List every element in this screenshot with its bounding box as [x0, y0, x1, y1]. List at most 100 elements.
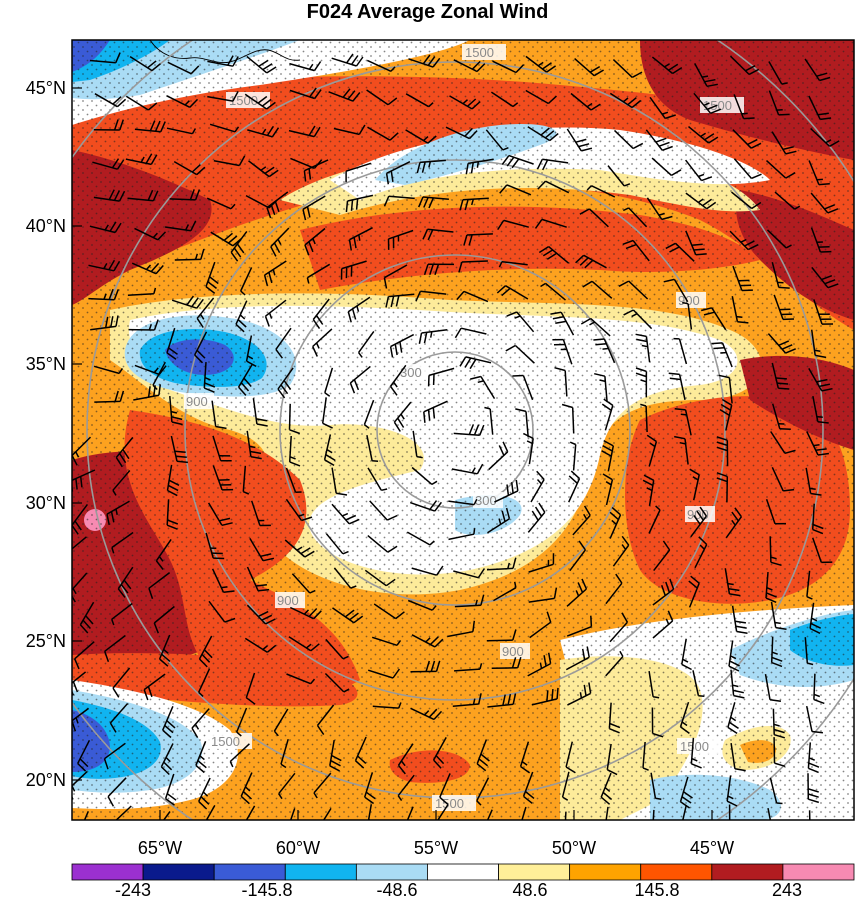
wind-barb-feather: [498, 261, 503, 268]
wind-barb-feather: [107, 796, 115, 807]
wind-barb-feather: [506, 156, 515, 167]
wind-barb-feather: [580, 317, 592, 325]
wind-barb-feather: [108, 288, 114, 300]
wind-barb-feather: [748, 68, 760, 76]
wind-barb-feather: [153, 367, 159, 374]
wind-barb-feather: [247, 355, 254, 360]
wind-barb-shaft: [111, 531, 134, 549]
wind-barb-feather: [519, 832, 528, 838]
wind-barb-feather: [197, 760, 207, 769]
wind-barb-shaft: [649, 96, 666, 119]
wind-barb-feather: [232, 56, 239, 67]
wind-barb-feather: [611, 506, 621, 516]
wind-barb-feather: [400, 413, 405, 420]
wind-barb-feather: [653, 826, 659, 828]
wind-barb-shaft: [806, 431, 819, 456]
wind-barb-feather: [385, 296, 390, 308]
wind-barb-feather: [288, 828, 297, 835]
wind-barb-feather: [243, 491, 250, 495]
wind-barb-feather: [482, 834, 490, 841]
wind-barb-shaft: [527, 126, 551, 142]
wind-barb-shaft: [674, 242, 695, 262]
wind-barb-feather: [203, 649, 213, 659]
wind-barb-feather: [699, 506, 708, 517]
wind-barb-feather: [143, 689, 149, 701]
wind-barb-feather: [158, 365, 167, 375]
wind-barb-feather: [507, 693, 512, 705]
wind-barb-shaft: [770, 601, 777, 628]
wind-barb-feather: [642, 479, 654, 487]
wind-barb-shaft: [491, 667, 518, 670]
wind-barb-feather: [219, 517, 231, 522]
wind-barb-shaft: [72, 436, 92, 457]
wind-barb-shaft: [541, 218, 567, 228]
wind-barb-shaft: [72, 707, 90, 722]
wind-barb-feather: [470, 162, 474, 174]
wind-barb-shaft: [562, 339, 573, 365]
wind-barb-feather: [303, 170, 307, 182]
wind-barb-feather: [425, 637, 431, 643]
ring-label-s-900: 900: [502, 644, 524, 659]
wind-barb-feather: [538, 245, 550, 254]
wind-barb-feather: [164, 724, 174, 734]
wind-barb-shaft: [505, 285, 529, 300]
wind-barb-feather: [458, 261, 463, 273]
wind-barb-shaft: [651, 56, 674, 75]
wind-barb-feather: [436, 822, 440, 827]
wind-barb-shaft: [367, 535, 389, 553]
wind-barb-feather: [730, 716, 737, 722]
wind-barb-feather: [320, 826, 327, 835]
wind-barb-feather: [668, 63, 679, 71]
colorbar-label-5: 243: [772, 880, 802, 900]
wind-barb-shaft: [291, 573, 311, 594]
wind-barb-feather: [313, 61, 322, 72]
wind-barb-feather: [82, 619, 91, 629]
wind-barb-feather: [693, 248, 705, 251]
wind-barb-feather: [153, 385, 156, 397]
wind-barb-shaft: [452, 703, 479, 708]
wind-barb-feather: [810, 622, 822, 629]
wind-barb-shaft: [485, 129, 504, 151]
wind-barb-shaft: [731, 605, 738, 632]
wind-barb-feather: [232, 91, 239, 102]
wind-barb-feather: [708, 136, 719, 144]
wind-barb-shaft: [439, 773, 451, 798]
wind-barb-feather: [157, 231, 167, 241]
wind-barb-shaft: [570, 92, 592, 111]
wind-barb-shaft: [591, 185, 616, 198]
wind-barb-feather: [480, 753, 490, 762]
wind-barb-feather: [513, 581, 517, 588]
wind-barb-feather: [809, 627, 821, 634]
wind-barb-feather: [266, 101, 276, 110]
wind-barb-feather: [538, 502, 546, 513]
wind-barb-feather: [262, 645, 268, 651]
wind-barb-shaft: [384, 264, 408, 279]
wind-barb-feather: [542, 62, 552, 70]
wind-barb-feather: [428, 197, 434, 209]
wind-barb-feather: [636, 338, 648, 343]
wind-barb-shaft: [480, 376, 496, 399]
wind-barb-feather: [296, 546, 303, 551]
wind-barb-feather: [575, 254, 585, 264]
wind-barb-shaft: [600, 772, 612, 798]
wind-barb-shaft: [724, 568, 731, 595]
wind-barb-feather: [191, 128, 197, 135]
wind-barb-shaft: [240, 267, 253, 292]
wind-barb-feather: [336, 492, 348, 496]
wind-barb-shaft: [290, 157, 315, 169]
wind-barb-feather: [434, 501, 442, 512]
wind-barb-feather: [711, 342, 723, 345]
wind-barb-feather: [261, 98, 272, 107]
wind-barb-feather: [149, 120, 156, 131]
wind-barb-shaft: [245, 672, 256, 698]
wind-barb-feather: [774, 762, 786, 768]
wind-barb-shaft: [565, 656, 590, 671]
wind-barb-feather: [416, 162, 421, 174]
wind-barb-shaft: [646, 197, 663, 220]
wind-barb-shaft: [288, 403, 291, 430]
lat-label-40: 40°N: [26, 216, 66, 236]
wind-barb-feather: [680, 726, 690, 735]
wind-barb-shaft: [568, 478, 581, 503]
wind-barb-feather: [147, 102, 158, 111]
wind-barb-feather: [584, 259, 594, 269]
